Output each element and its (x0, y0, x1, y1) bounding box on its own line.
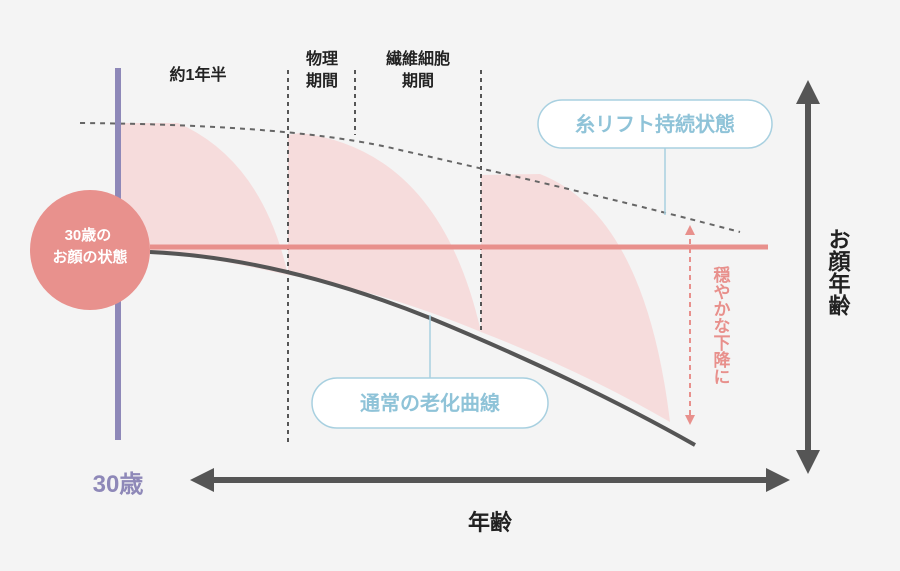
aging-curve-label: 通常の老化曲線 (360, 391, 500, 415)
gentle-decline: 穏やかな下降に (711, 265, 731, 385)
start-age: 30歳 (93, 470, 144, 498)
fan-area (118, 123, 288, 275)
fan-area (288, 133, 481, 332)
phase-label: 約1年半 (170, 65, 227, 84)
x-axis-label: 年齢 (468, 510, 513, 535)
y-axis-label: お顔年齢 (826, 228, 852, 317)
lift-curve (79, 122, 741, 233)
lift-label: 糸リフト持続状態 (575, 112, 735, 136)
callout-box (311, 377, 549, 429)
face-state: 30歳の お顔の状態 (52, 226, 127, 266)
phase-dividers (287, 70, 482, 445)
fan-area (481, 174, 670, 422)
phase-label: 繊維細胞期間 (386, 49, 450, 90)
face-state-circle (30, 190, 150, 310)
phase-label: 物理期間 (306, 49, 338, 90)
callout-box (537, 99, 773, 149)
